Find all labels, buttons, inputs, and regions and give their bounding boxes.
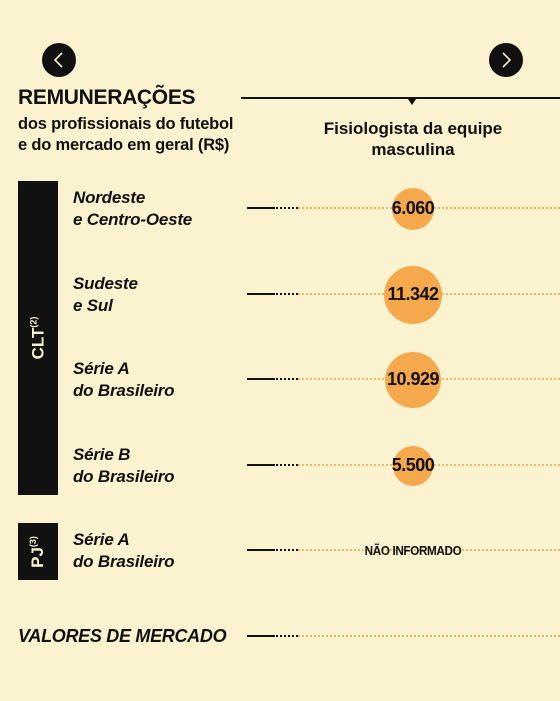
column-header-line-2: masculina bbox=[371, 140, 455, 159]
title-rule bbox=[241, 97, 560, 99]
market-values-label: VALORES DE MERCADO bbox=[18, 626, 227, 646]
row-label-line-1: Série A bbox=[73, 530, 130, 549]
group-label-clt: CLT(2) bbox=[18, 181, 58, 495]
row-label-line-1: Série B bbox=[73, 445, 131, 464]
group-clt-note: (2) bbox=[28, 316, 39, 328]
column-header: Fisiologista da equipe masculina bbox=[300, 118, 526, 160]
chart-subtitle: dos profissionais do futebol e do mercad… bbox=[18, 114, 278, 156]
chart-title: REMUNERAÇÕES bbox=[18, 86, 196, 109]
column-marker bbox=[408, 99, 416, 105]
row-label-2: Série A do Brasileiro bbox=[73, 358, 243, 402]
row-label-line-2: do Brasileiro bbox=[73, 381, 175, 400]
chevron-left-icon bbox=[53, 52, 63, 68]
row-label-line-1: Série A bbox=[73, 359, 130, 378]
row-label-1: Sudeste e Sul bbox=[73, 273, 243, 317]
value-label-1: 11.342 bbox=[387, 284, 439, 304]
value-bubble-3 bbox=[392, 445, 434, 487]
row-leader-line-4 bbox=[247, 548, 560, 554]
value-not-informed-4: NÃO INFORMADO bbox=[364, 543, 462, 558]
row-label-0: Nordeste e Centro-Oeste bbox=[73, 187, 243, 231]
value-bubble-0 bbox=[391, 187, 435, 231]
row-label-3: Série B do Brasileiro bbox=[73, 444, 243, 488]
chevron-right-icon bbox=[502, 52, 512, 68]
group-pj-text: PJ bbox=[27, 546, 47, 568]
value-label-0: 6.060 bbox=[391, 198, 435, 218]
row-label-line-2: e Centro-Oeste bbox=[73, 210, 193, 229]
value-label-3: 5.500 bbox=[391, 455, 435, 475]
row-label-line-1: Nordeste bbox=[73, 188, 146, 207]
row-label-4: Série A do Brasileiro bbox=[73, 529, 243, 573]
previous-button[interactable] bbox=[42, 43, 76, 77]
value-bubble-2 bbox=[384, 351, 442, 409]
group-label-pj: PJ(3) bbox=[18, 523, 58, 580]
group-pj-note: (3) bbox=[28, 535, 39, 547]
value-label-2: 10.929 bbox=[386, 369, 440, 389]
row-label-line-2: do Brasileiro bbox=[73, 552, 175, 571]
row-label-line-2: e Sul bbox=[73, 296, 113, 315]
value-bubble-1 bbox=[384, 266, 442, 324]
row-leader-line-5 bbox=[247, 634, 560, 640]
subtitle-line-1: dos profissionais do futebol bbox=[18, 115, 234, 133]
next-button[interactable] bbox=[489, 43, 523, 77]
row-label-line-1: Sudeste bbox=[73, 274, 138, 293]
subtitle-line-2: e do mercado em geral (R$) bbox=[18, 136, 230, 154]
column-header-line-1: Fisiologista da equipe bbox=[323, 119, 503, 138]
row-label-line-2: do Brasileiro bbox=[73, 467, 175, 486]
group-clt-text: CLT bbox=[28, 327, 48, 360]
